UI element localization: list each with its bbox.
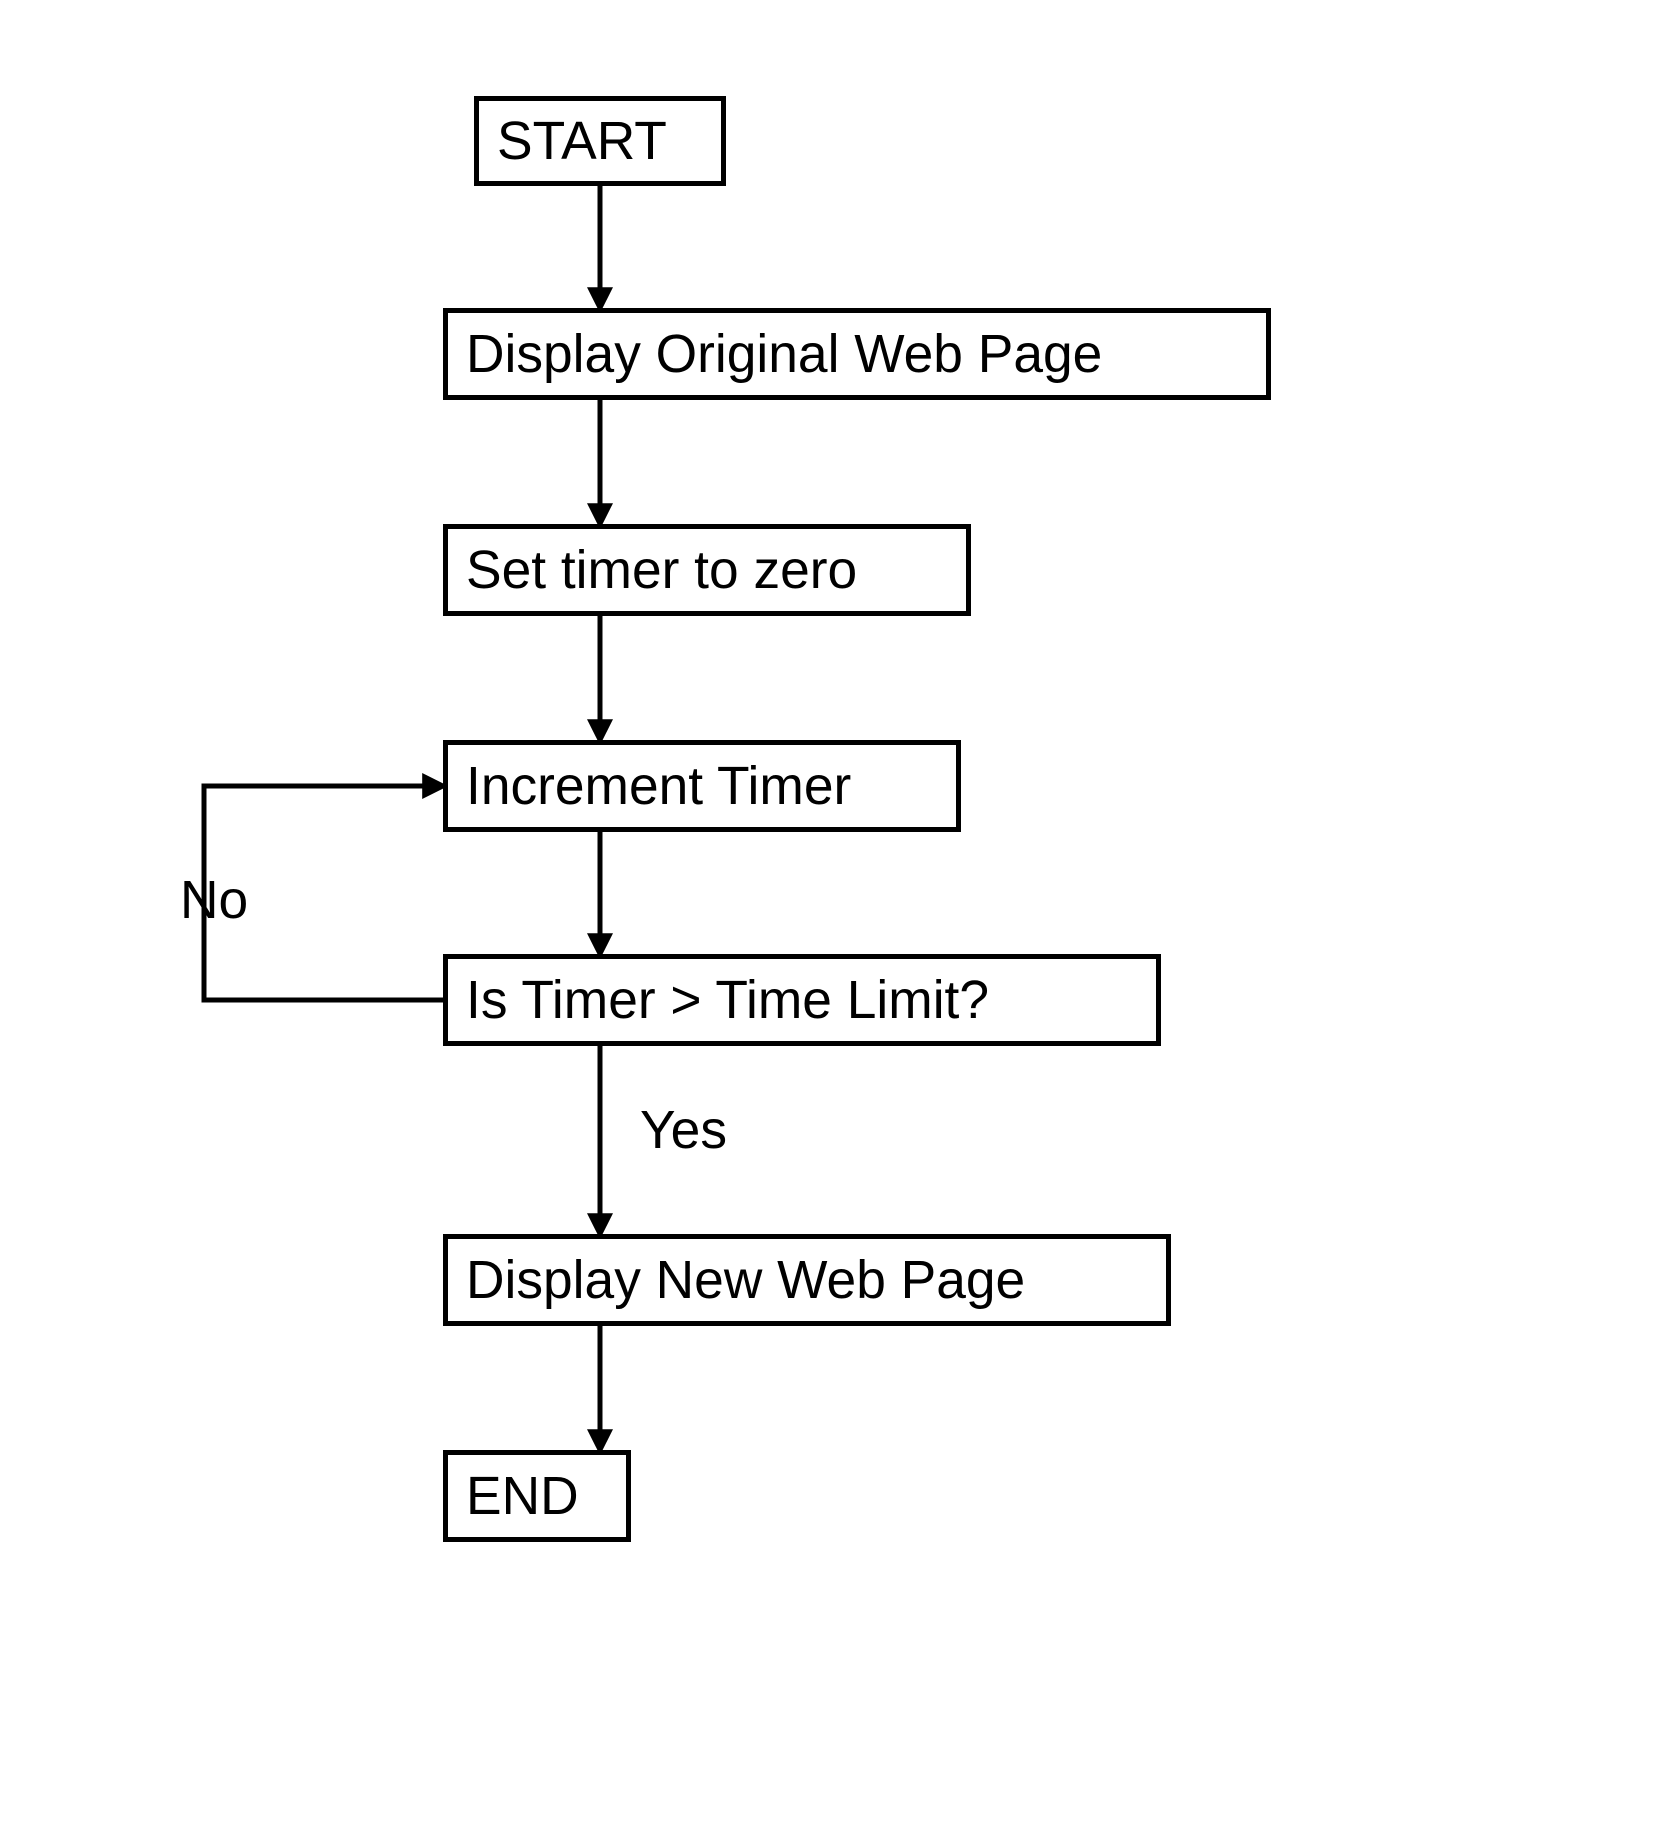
- node-display1: Display Original Web Page: [443, 308, 1271, 400]
- node-end: END: [443, 1450, 631, 1542]
- node-start-label: START: [497, 111, 667, 172]
- node-set_timer: Set timer to zero: [443, 524, 971, 616]
- node-display1-label: Display Original Web Page: [466, 324, 1102, 385]
- node-start: START: [474, 96, 726, 186]
- flowchart-edges: [0, 0, 1663, 1836]
- node-display2: Display New Web Page: [443, 1234, 1171, 1326]
- edge-label-decision-to-display2: Yes: [640, 1100, 727, 1161]
- node-end-label: END: [466, 1466, 579, 1527]
- node-decision: Is Timer > Time Limit?: [443, 954, 1161, 1046]
- node-decision-label: Is Timer > Time Limit?: [466, 970, 989, 1031]
- node-display2-label: Display New Web Page: [466, 1250, 1025, 1311]
- flowchart-canvas: START Display Original Web Page Set timer …: [0, 0, 1663, 1836]
- edge-label-decision-to-increment: No: [180, 870, 248, 931]
- node-increment-label: Increment Timer: [466, 756, 851, 817]
- node-increment: Increment Timer: [443, 740, 961, 832]
- node-set_timer-label: Set timer to zero: [466, 540, 857, 601]
